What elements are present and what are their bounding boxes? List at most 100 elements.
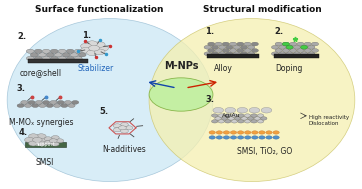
Circle shape (304, 42, 311, 46)
Circle shape (244, 131, 251, 134)
Text: 5.: 5. (100, 107, 109, 115)
Circle shape (224, 114, 231, 117)
Circle shape (297, 49, 304, 52)
Circle shape (233, 45, 240, 49)
Circle shape (286, 45, 293, 49)
Circle shape (311, 42, 319, 46)
Text: High reactivity: High reactivity (309, 115, 349, 120)
Text: SMSI, TiO₂, GO: SMSI, TiO₂, GO (237, 147, 292, 156)
Circle shape (308, 45, 315, 49)
Circle shape (254, 117, 260, 120)
Circle shape (44, 137, 52, 141)
Bar (207, 54, 259, 58)
Circle shape (279, 52, 286, 56)
Text: 2.: 2. (274, 27, 283, 36)
Circle shape (223, 136, 230, 139)
Circle shape (113, 124, 121, 128)
Text: 2.: 2. (18, 32, 27, 40)
Circle shape (297, 42, 304, 46)
Circle shape (54, 104, 60, 108)
Circle shape (293, 45, 300, 49)
Circle shape (237, 136, 244, 139)
Circle shape (211, 45, 218, 49)
Circle shape (233, 52, 240, 56)
Circle shape (39, 104, 46, 108)
Circle shape (237, 131, 244, 134)
Circle shape (286, 45, 293, 49)
Circle shape (34, 49, 42, 53)
Circle shape (51, 142, 59, 146)
Circle shape (25, 137, 34, 142)
Circle shape (49, 139, 57, 143)
Circle shape (209, 136, 215, 139)
Circle shape (208, 49, 215, 52)
Circle shape (215, 42, 222, 46)
Text: SMSI: SMSI (35, 158, 54, 167)
Circle shape (272, 52, 278, 56)
Circle shape (244, 49, 251, 52)
Circle shape (125, 126, 133, 130)
Circle shape (230, 131, 237, 134)
Circle shape (50, 56, 58, 60)
Circle shape (244, 120, 251, 123)
Text: 1.: 1. (205, 27, 214, 36)
Circle shape (257, 114, 264, 117)
Circle shape (238, 120, 244, 123)
Circle shape (241, 117, 247, 120)
Text: 1.: 1. (82, 31, 91, 40)
Circle shape (226, 52, 233, 56)
Circle shape (66, 56, 74, 60)
Circle shape (251, 120, 257, 123)
Circle shape (41, 137, 50, 142)
Circle shape (118, 126, 126, 130)
Circle shape (282, 49, 290, 52)
Circle shape (304, 49, 311, 52)
Text: Surface functionalization: Surface functionalization (35, 5, 164, 14)
Circle shape (35, 101, 42, 104)
Circle shape (42, 49, 50, 53)
Circle shape (286, 52, 293, 56)
Circle shape (237, 49, 244, 52)
Circle shape (213, 108, 224, 113)
Circle shape (26, 49, 34, 53)
Text: N-additives: N-additives (102, 145, 146, 153)
Circle shape (66, 49, 74, 53)
Circle shape (225, 108, 236, 113)
Circle shape (26, 56, 34, 60)
Circle shape (30, 53, 38, 57)
Circle shape (282, 42, 289, 46)
Circle shape (275, 42, 282, 46)
Circle shape (204, 45, 211, 49)
Circle shape (78, 53, 86, 57)
Bar (29, 59, 88, 63)
Circle shape (231, 120, 237, 123)
Circle shape (70, 53, 78, 57)
Bar (25, 142, 66, 147)
Circle shape (81, 47, 92, 53)
Circle shape (240, 52, 248, 56)
Circle shape (62, 53, 70, 57)
Circle shape (113, 128, 121, 132)
Circle shape (17, 104, 24, 108)
Ellipse shape (7, 19, 213, 182)
Text: Stabilizer: Stabilizer (77, 64, 113, 73)
Circle shape (43, 101, 50, 104)
Circle shape (231, 114, 237, 117)
Circle shape (98, 45, 109, 51)
Circle shape (249, 108, 260, 113)
Circle shape (216, 131, 223, 134)
Circle shape (29, 134, 38, 139)
Circle shape (211, 120, 218, 123)
Circle shape (290, 42, 297, 46)
Circle shape (300, 45, 308, 49)
Circle shape (56, 139, 64, 143)
Circle shape (248, 117, 254, 120)
Circle shape (300, 45, 308, 49)
Circle shape (261, 108, 272, 113)
Circle shape (51, 136, 59, 140)
Circle shape (224, 120, 231, 123)
Circle shape (228, 117, 234, 120)
Circle shape (237, 108, 248, 113)
Circle shape (215, 49, 222, 52)
Circle shape (33, 137, 42, 142)
